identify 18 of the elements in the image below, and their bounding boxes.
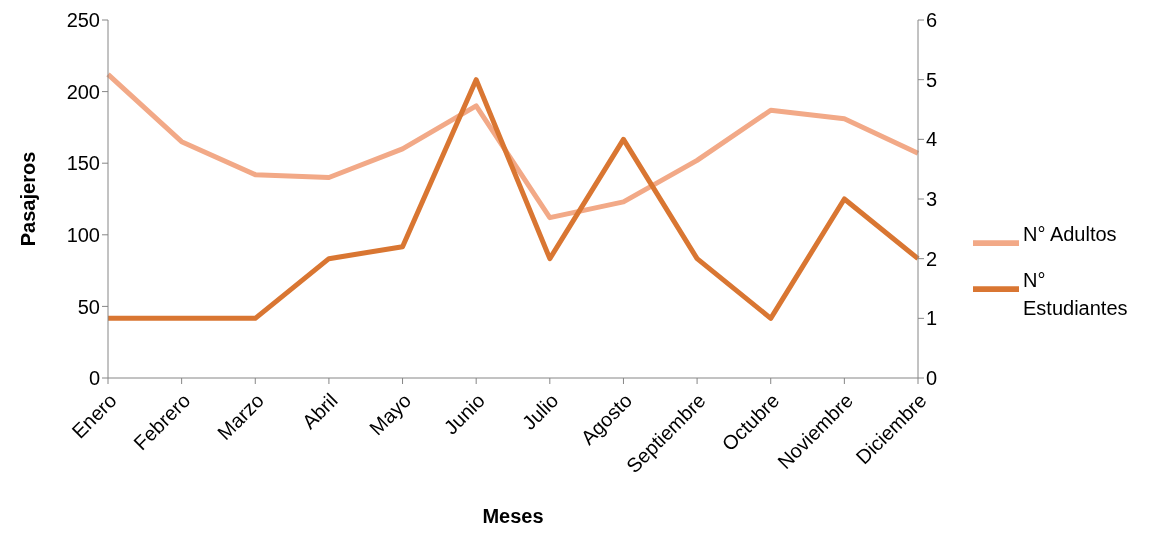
y-tick-label: 250 bbox=[66, 9, 100, 32]
y-tick-label: 100 bbox=[66, 223, 100, 246]
y2-tick-label: 1 bbox=[926, 307, 938, 330]
y-tick-label: 0 bbox=[88, 367, 100, 390]
y2-tick-label: 0 bbox=[926, 367, 938, 390]
legend-label: N° Adultos bbox=[1023, 221, 1118, 247]
legend-label: N° Estudiantes bbox=[1023, 267, 1129, 321]
y-tick-label: 200 bbox=[66, 80, 100, 103]
y2-tick-label: 5 bbox=[926, 68, 938, 91]
y2-tick-label: 6 bbox=[926, 9, 938, 32]
y-tick-label: 150 bbox=[66, 152, 100, 175]
y2-tick-label: 2 bbox=[926, 247, 938, 270]
y-tick-label: 50 bbox=[77, 295, 100, 318]
y-axis-title: Pasajeros bbox=[17, 151, 40, 247]
x-tick-label: Julio bbox=[517, 389, 563, 434]
x-axis-title: Meses bbox=[482, 505, 544, 527]
y2-tick-label: 4 bbox=[926, 128, 938, 151]
y2-tick-label: 3 bbox=[926, 188, 938, 211]
